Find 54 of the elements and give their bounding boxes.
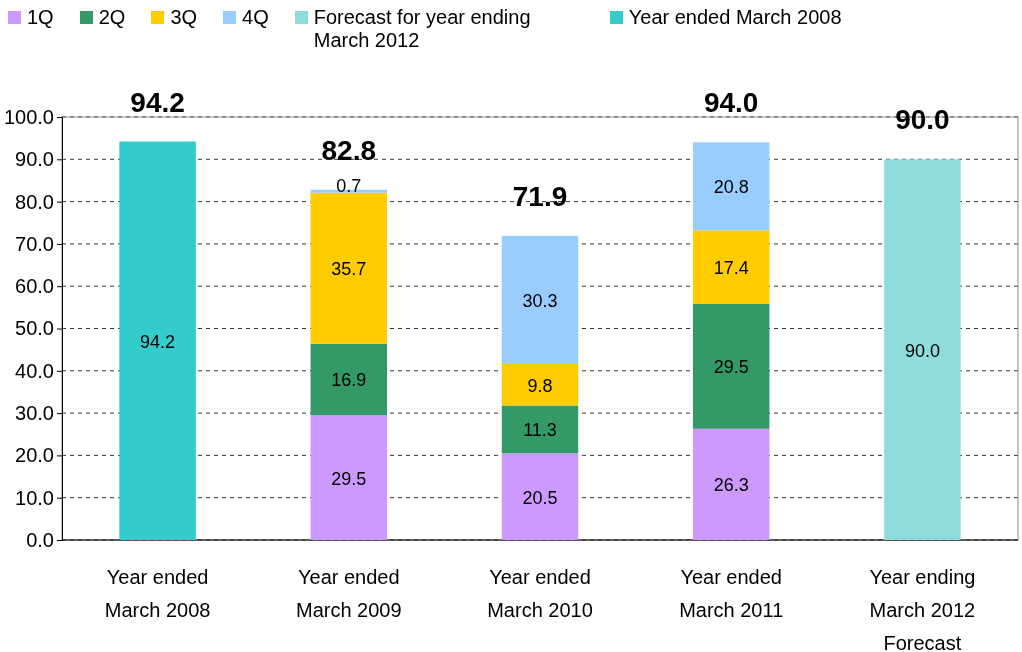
x-tick-label: Year ended March 2009 <box>295 566 402 621</box>
bar <box>692 303 770 429</box>
bar <box>692 428 770 540</box>
bar <box>501 235 579 365</box>
data-label: 9.8 <box>527 375 553 396</box>
data-label: 26.3 <box>713 475 749 496</box>
y-tick-label: 10.0 <box>15 486 54 509</box>
y-tick-label: 90.0 <box>15 148 54 171</box>
data-label: 16.9 <box>331 370 367 391</box>
total-label: 82.8 <box>321 134 377 166</box>
bar <box>310 192 388 344</box>
x-tick-label: Year ended March 2011 <box>679 566 784 621</box>
bar <box>692 230 770 304</box>
y-tick-label: 100.0 <box>3 105 54 128</box>
data-label: 0.7 <box>336 175 362 196</box>
y-tick-label: 60.0 <box>15 275 54 298</box>
bar <box>692 142 770 231</box>
data-label: 17.4 <box>713 258 749 279</box>
data-label: 30.3 <box>522 290 558 311</box>
data-label: 29.5 <box>713 357 749 378</box>
x-tick-label: Year ended March 2008 <box>104 566 211 621</box>
y-tick-label: 50.0 <box>15 317 54 340</box>
y-tick-label: 70.0 <box>15 232 54 255</box>
x-tick-label: Year ended March 2010 <box>487 566 593 621</box>
data-label: 20.8 <box>713 177 749 198</box>
legend-label: Forecast for year ending March 2012 <box>313 6 532 52</box>
y-tick-label: 40.0 <box>15 359 54 382</box>
legend-label: 4Q <box>242 6 269 29</box>
y-tick-label: 80.0 <box>15 190 54 213</box>
total-label: 94.0 <box>703 87 759 119</box>
y-tick-label: 0.0 <box>26 528 54 551</box>
y-tick-label: 20.0 <box>15 444 54 467</box>
legend-label: Year ended March 2008 <box>628 6 842 29</box>
bar <box>501 453 579 540</box>
data-label: 29.5 <box>331 468 367 489</box>
y-tick-label: 30.0 <box>15 402 54 424</box>
total-label: 94.2 <box>130 86 185 118</box>
total-label: 90.0 <box>895 104 950 136</box>
bar <box>501 405 579 454</box>
data-label: 90.0 <box>904 340 940 361</box>
total-label: 71.9 <box>512 180 568 212</box>
data-label: 11.3 <box>523 420 557 441</box>
bar <box>501 364 579 406</box>
bar <box>310 343 388 416</box>
data-label: 20.5 <box>522 487 558 508</box>
data-label: 94.2 <box>140 331 176 352</box>
legend-label: 2Q <box>98 6 126 29</box>
bar <box>119 141 196 540</box>
legend-label: 1Q <box>27 6 54 29</box>
bar <box>884 159 961 540</box>
data-label: 35.7 <box>331 259 367 280</box>
bar <box>310 415 388 540</box>
legend-label: 3Q <box>170 6 198 29</box>
x-tick-label: Year ending March 2012 Forecast <box>869 566 976 652</box>
